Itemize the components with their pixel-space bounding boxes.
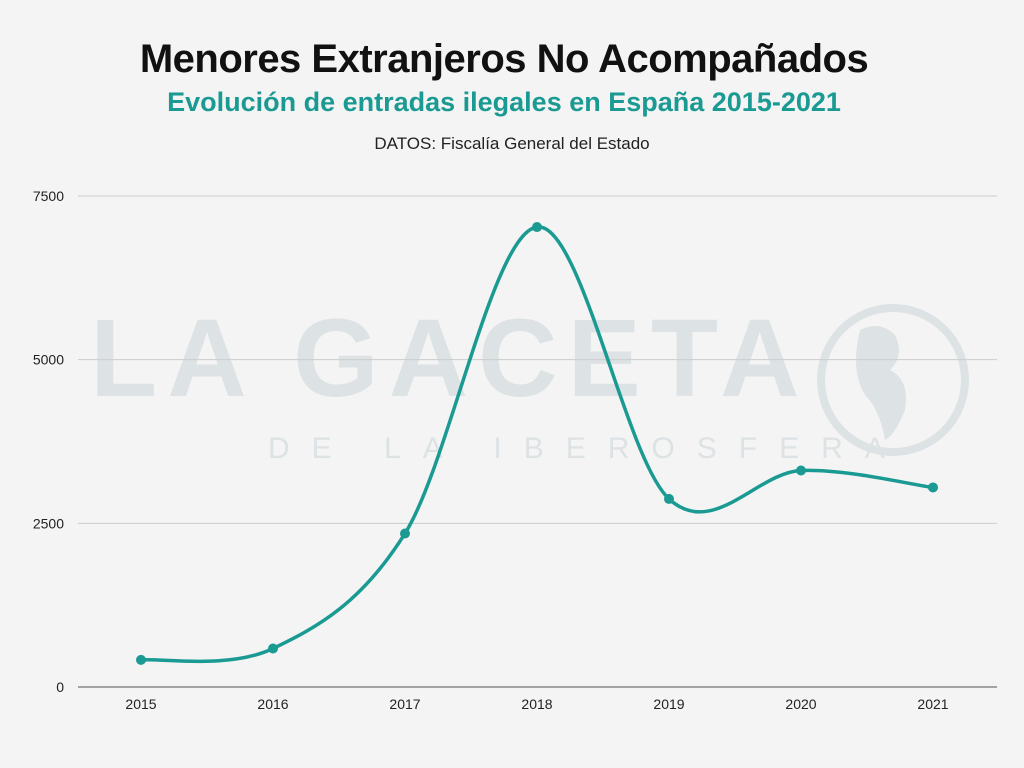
x-tick-label: 2021 [917,696,948,712]
x-tick-label: 2017 [389,696,420,712]
watermark-line1: LA GACETA [90,297,809,420]
chart-subtitle: Evolución de entradas ilegales en España… [167,87,841,117]
data-point [400,528,410,539]
x-tick-label: 2019 [653,696,684,712]
y-tick-label: 7500 [33,188,64,204]
chart-title: Menores Extranjeros No Acompañados [139,37,869,81]
x-tick-label: 2018 [521,696,552,712]
globe-continents [856,326,906,440]
y-tick-label: 2500 [33,515,64,531]
y-tick-label: 0 [56,679,64,695]
watermark-line2: DE LA IBEROSFERA [268,432,907,465]
x-tick-label: 2016 [257,696,288,712]
data-point [136,654,146,665]
data-point [928,482,938,493]
y-tick-label: 5000 [33,352,64,368]
watermark-logo: LA GACETA DE LA IBEROSFERA [90,297,969,465]
data-source: DATOS: Fiscalía General del Estado [374,134,650,153]
data-point [532,222,542,233]
data-point [664,493,674,504]
data-point [796,465,806,476]
series [136,222,938,665]
data-point [268,643,278,654]
x-tick-label: 2020 [785,696,816,712]
x-tick-label: 2015 [125,696,156,712]
globe-icon [817,304,969,456]
axes: 0 2500 5000 7500 2015 2016 2017 2018 2019 2020 202… [33,188,997,712]
